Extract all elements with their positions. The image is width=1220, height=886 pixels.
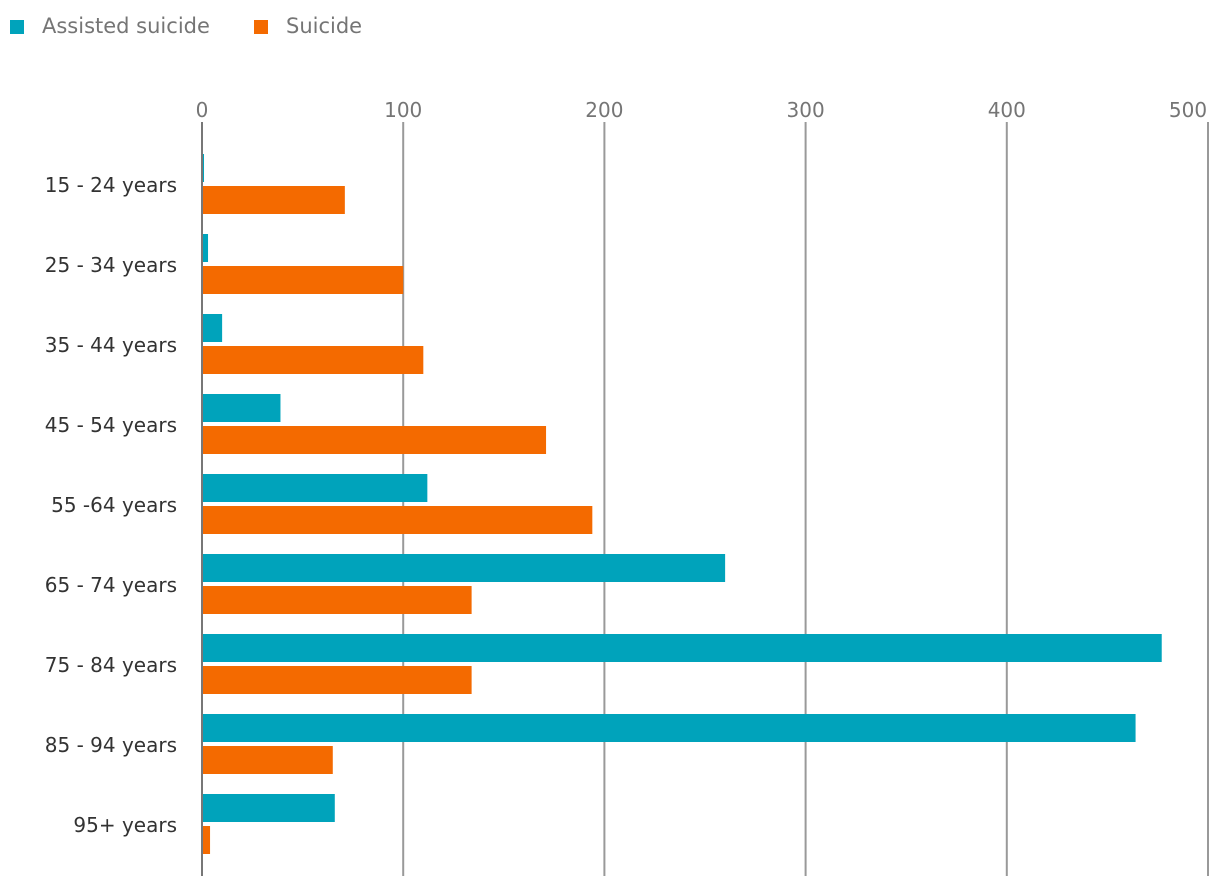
category-label: 55 -64 years bbox=[51, 493, 177, 517]
bar-assisted-suicide bbox=[203, 794, 335, 822]
x-tick-label: 400 bbox=[988, 98, 1026, 122]
category-label: 75 - 84 years bbox=[45, 653, 177, 677]
bar-assisted-suicide bbox=[203, 314, 223, 342]
bar-assisted-suicide bbox=[203, 154, 205, 182]
x-tick-label: 200 bbox=[585, 98, 623, 122]
bar-suicide bbox=[203, 826, 211, 854]
legend-label-0: Assisted suicide bbox=[42, 14, 210, 38]
bar-suicide bbox=[203, 266, 404, 294]
bar-suicide bbox=[203, 746, 333, 774]
x-tick-label: 500 bbox=[1169, 98, 1207, 122]
bar-assisted-suicide bbox=[203, 634, 1162, 662]
legend-label-1: Suicide bbox=[286, 14, 362, 38]
bar-assisted-suicide bbox=[203, 554, 726, 582]
x-tick-label: 300 bbox=[787, 98, 825, 122]
category-label: 25 - 34 years bbox=[45, 253, 177, 277]
bar-suicide bbox=[203, 426, 547, 454]
legend-swatch-1 bbox=[254, 20, 268, 34]
category-label: 65 - 74 years bbox=[45, 573, 177, 597]
bar-assisted-suicide bbox=[203, 474, 428, 502]
x-tick-label: 100 bbox=[384, 98, 422, 122]
bar-assisted-suicide bbox=[203, 394, 281, 422]
bar-suicide bbox=[203, 186, 345, 214]
bar-suicide bbox=[203, 666, 472, 694]
category-label: 95+ years bbox=[73, 813, 177, 837]
legend-swatch-0 bbox=[10, 20, 24, 34]
category-label: 45 - 54 years bbox=[45, 413, 177, 437]
x-tick-label: 0 bbox=[196, 98, 209, 122]
category-label: 15 - 24 years bbox=[45, 173, 177, 197]
bar-assisted-suicide bbox=[203, 234, 209, 262]
bar-assisted-suicide bbox=[203, 714, 1136, 742]
bar-suicide bbox=[203, 586, 472, 614]
bar-suicide bbox=[203, 506, 593, 534]
bar-suicide bbox=[203, 346, 424, 374]
category-label: 35 - 44 years bbox=[45, 333, 177, 357]
category-label: 85 - 94 years bbox=[45, 733, 177, 757]
